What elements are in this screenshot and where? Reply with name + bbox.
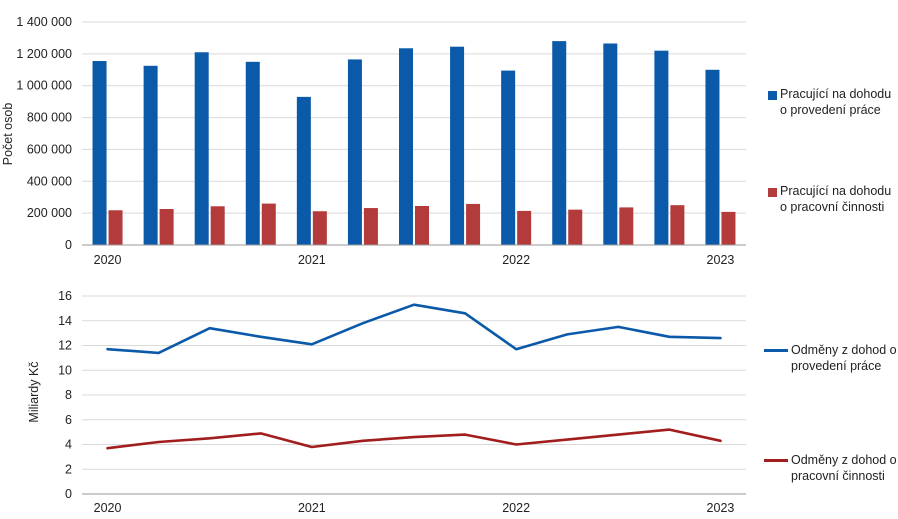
bar-dpp (399, 48, 413, 246)
y-tick-label: 600 000 (27, 142, 72, 156)
bar-dpp (347, 59, 362, 245)
x-tick-label: 2020 (94, 253, 122, 267)
bar-dpc (415, 205, 429, 245)
y-axis-label: Počet osob (1, 103, 15, 166)
legend-label: Pracující na dohodu o pracovní činnosti (780, 184, 892, 214)
bar-dpp (552, 41, 567, 245)
bar-dpp (603, 43, 618, 245)
bar-dpp (654, 50, 669, 245)
y-tick-label: 8 (65, 388, 72, 402)
bar-dpp (501, 70, 516, 245)
y-axis-label: Miliardy Kč (27, 361, 41, 422)
y-tick-label: 400 000 (27, 174, 72, 188)
legend-item-line-series-1: Odměny z dohod o provedení práce (764, 342, 897, 374)
line-series-dpp (106, 303, 722, 355)
bar-dpc (108, 210, 123, 245)
x-tick-label: 2022 (502, 501, 530, 515)
bar-dpp (92, 61, 107, 246)
x-tick-label: 2023 (707, 501, 735, 515)
bar-dpc (312, 211, 327, 245)
bar-dpp (296, 96, 311, 245)
y-tick-label: 800 000 (27, 111, 72, 125)
legend-swatch-red (768, 188, 777, 197)
legend-item-bar-series-1: Pracující na dohodu o provedení práce (768, 86, 891, 118)
y-tick-label: 1 200 000 (16, 47, 72, 61)
x-tick-label: 2021 (298, 253, 326, 267)
legend-label: Odměny z dohod o pracovní činnosti (791, 453, 897, 483)
legend-line-swatch-red (764, 459, 788, 462)
y-tick-label: 10 (58, 363, 72, 377)
y-tick-label: 1 000 000 (16, 79, 72, 93)
x-tick-label: 2023 (707, 253, 735, 267)
y-tick-label: 0 (65, 238, 72, 252)
bar-dpc (517, 210, 532, 245)
bar-dpc (619, 207, 634, 245)
y-tick-label: 6 (65, 413, 72, 427)
y-tick-label: 16 (58, 289, 72, 303)
bar-dpc (721, 211, 736, 245)
bar-dpc (159, 209, 174, 245)
x-tick-label: 2020 (94, 501, 122, 515)
y-tick-label: 2 (65, 462, 72, 476)
bar-dpp (143, 65, 158, 245)
y-tick-label: 200 000 (27, 206, 72, 220)
legend-swatch-blue (768, 91, 777, 100)
line-series-dpc (106, 428, 722, 450)
bar-dpp (705, 69, 720, 246)
y-tick-label: 0 (65, 487, 72, 501)
bar-dpc (670, 205, 685, 245)
legend-item-line-series-2: Odměny z dohod o pracovní činnosti (764, 452, 897, 484)
x-tick-label: 2021 (298, 501, 326, 515)
bar-dpc (568, 209, 583, 245)
legend-item-bar-series-2: Pracující na dohodu o pracovní činnosti (768, 183, 891, 215)
y-tick-label: 14 (58, 314, 72, 328)
y-tick-label: 4 (65, 438, 72, 452)
bar-dpp (450, 46, 465, 245)
bar-dpc (261, 203, 276, 245)
bar-dpc (466, 203, 481, 245)
bar-dpc (210, 206, 225, 245)
bar-dpc (363, 208, 378, 245)
legend-line-swatch-blue (764, 349, 788, 352)
legend-label: Odměny z dohod o provedení práce (791, 343, 897, 373)
bar-dpp (194, 52, 209, 246)
y-tick-label: 12 (58, 339, 72, 353)
bar-dpp (245, 61, 260, 246)
x-tick-label: 2022 (502, 253, 530, 267)
legend-label: Pracující na dohodu o provedení práce (780, 87, 892, 117)
y-tick-label: 1 400 000 (16, 15, 72, 29)
